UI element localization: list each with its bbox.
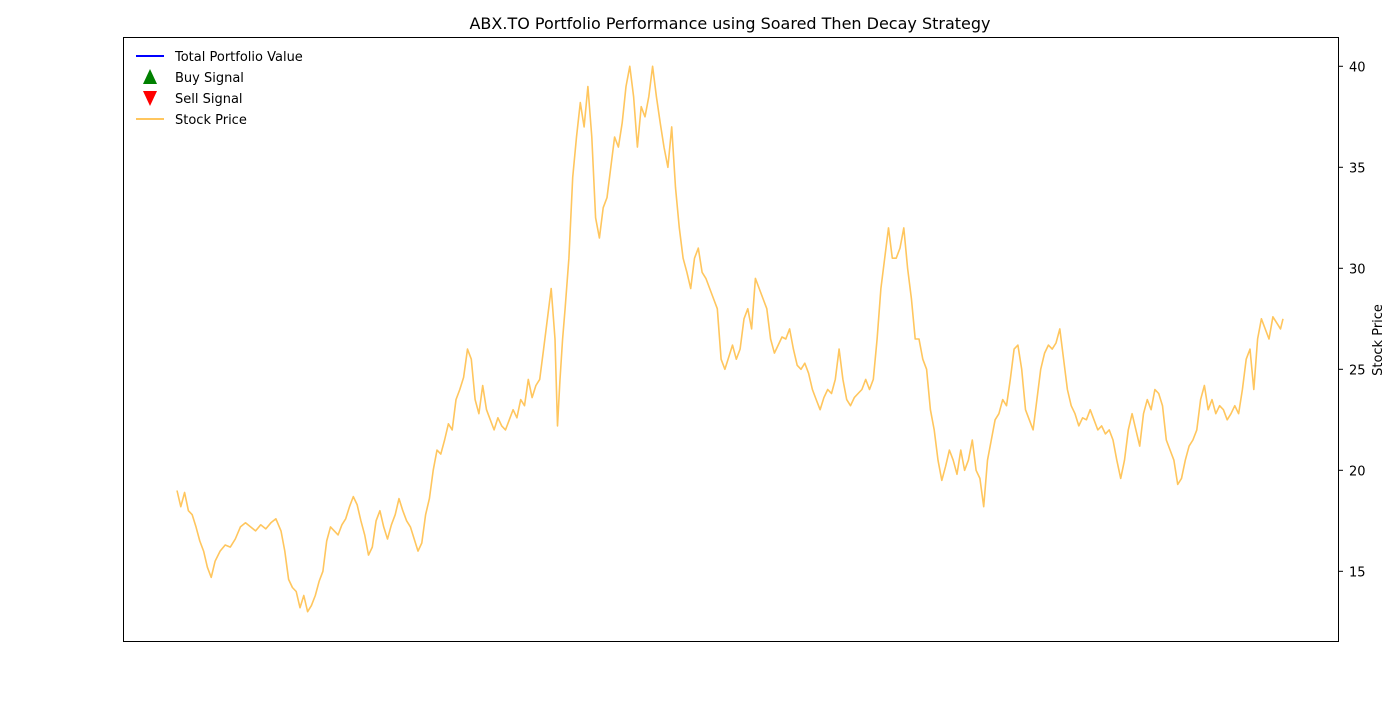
legend-label-stock-price: Stock Price bbox=[175, 113, 247, 128]
y-tick-label: 35 bbox=[1349, 161, 1366, 176]
y-tick-label: 40 bbox=[1349, 60, 1366, 75]
legend-label-sell-signal: Sell Signal bbox=[175, 92, 243, 107]
y-tick-label: 15 bbox=[1349, 565, 1366, 580]
chart-title: ABX.TO Portfolio Performance using Soare… bbox=[469, 14, 990, 33]
y-tick-label: 30 bbox=[1349, 262, 1366, 277]
legend-triangle-up-icon bbox=[143, 69, 157, 84]
legend-label-buy-signal: Buy Signal bbox=[175, 71, 244, 86]
y-tick-label: 20 bbox=[1349, 464, 1366, 479]
y-axis-label-right: Stock Price bbox=[1371, 304, 1386, 376]
series-line-stock-price bbox=[176, 65, 1284, 613]
legend-label-total-portfolio-value: Total Portfolio Value bbox=[174, 50, 303, 65]
plot-frame bbox=[123, 37, 1339, 642]
legend: Total Portfolio Value Buy Signal Sell Sign… bbox=[136, 50, 303, 128]
y-tick-label: 25 bbox=[1349, 363, 1366, 378]
legend-triangle-down-icon bbox=[143, 91, 157, 106]
